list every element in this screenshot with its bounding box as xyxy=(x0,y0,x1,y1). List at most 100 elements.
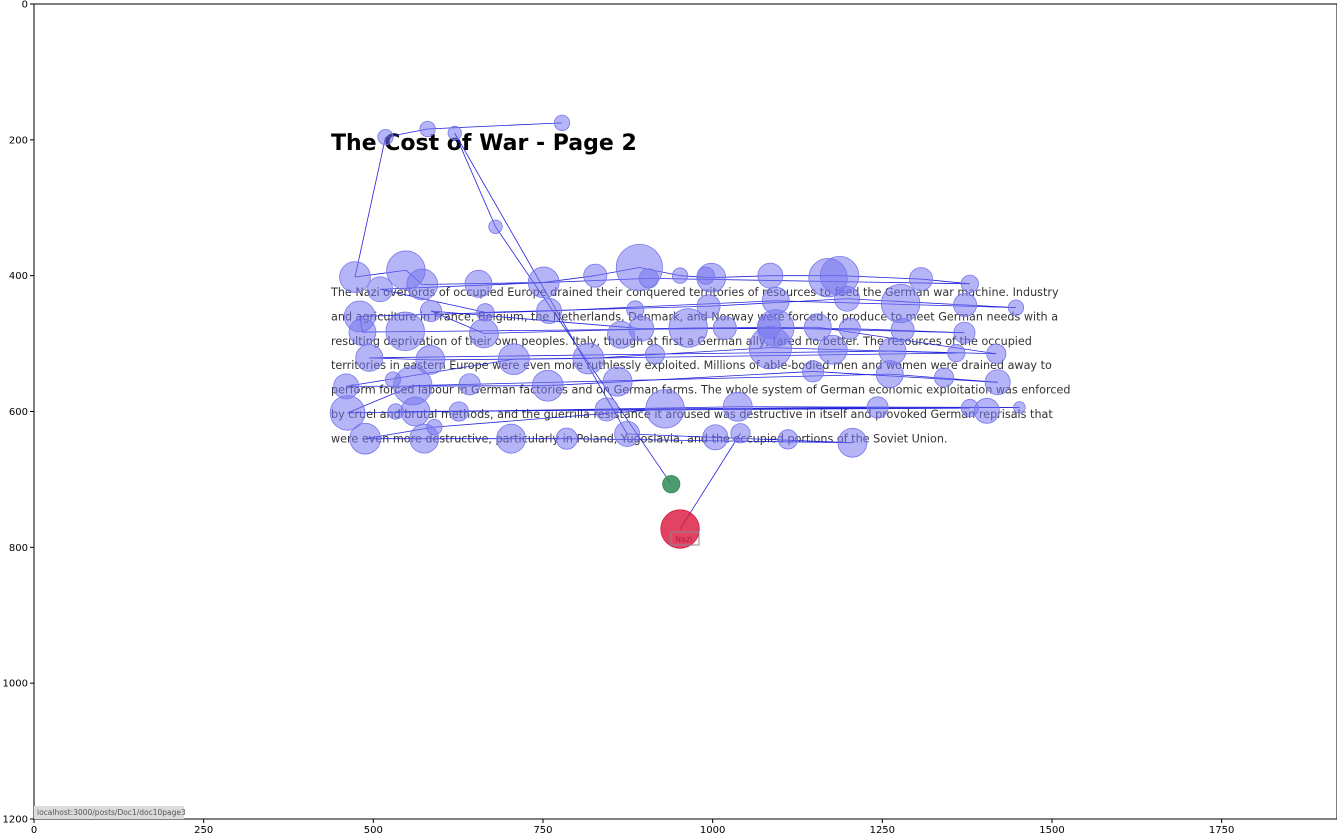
fixation-point xyxy=(628,315,655,342)
fixation-point xyxy=(614,420,641,447)
fixation-point xyxy=(671,267,689,284)
fixation-point xyxy=(339,261,371,293)
fixation-point xyxy=(817,334,848,365)
fixation-point xyxy=(803,313,832,342)
fixation-point xyxy=(464,269,493,298)
word-annotation-box xyxy=(670,531,700,546)
fixation-point xyxy=(415,345,446,375)
fixation-point xyxy=(834,285,860,312)
y-tick-label: 600 xyxy=(9,407,28,418)
saccade-line xyxy=(846,298,1017,308)
x-tick-label: 0 xyxy=(31,825,37,836)
saccade-line xyxy=(354,137,386,278)
fixation-point xyxy=(419,120,436,138)
saccade-line xyxy=(369,350,893,359)
fixation-point xyxy=(333,373,360,400)
x-tick-label: 1250 xyxy=(870,825,895,836)
fixation-point xyxy=(837,427,868,458)
fixation-point xyxy=(409,423,440,454)
x-tick-label: 250 xyxy=(194,825,213,836)
saccade-line xyxy=(454,132,496,227)
fixation-point xyxy=(960,274,979,293)
fixation-point xyxy=(536,298,563,324)
fixation-point xyxy=(553,114,571,131)
fixation-point xyxy=(572,342,605,375)
x-tick-label: 750 xyxy=(533,825,552,836)
fixation-point xyxy=(387,403,404,420)
page-title: The Cost of War - Page 2 xyxy=(331,131,637,156)
fixation-point xyxy=(531,369,564,402)
browser-status-bar: localhost:3000/posts/Doc1/doc10page3 xyxy=(34,806,186,819)
saccade-line xyxy=(688,326,818,329)
x-tick-label: 1000 xyxy=(700,825,725,836)
fixation-point xyxy=(377,129,394,146)
saccade-line xyxy=(665,407,970,410)
fixation-point xyxy=(385,311,425,352)
fixation-point xyxy=(984,369,1011,396)
fixation-point xyxy=(909,267,933,292)
fixation-point xyxy=(986,343,1007,364)
fixation-point xyxy=(880,283,921,324)
saccade-line xyxy=(346,385,548,387)
fixation-point xyxy=(458,373,481,396)
fixation-point xyxy=(866,396,889,419)
y-tick-label: 1200 xyxy=(3,815,28,826)
y-axis: 0 200 400 600 800 1000 1200 xyxy=(3,0,34,826)
fixation-point xyxy=(406,268,439,301)
fixation-point xyxy=(934,367,955,388)
fixation-point xyxy=(696,294,721,319)
saccade-line xyxy=(588,347,771,359)
fixation-point xyxy=(748,326,792,370)
fixation-point xyxy=(355,343,384,372)
paragraph-line: The Nazi overlords of occupied Europe dr… xyxy=(330,286,1059,299)
fixation-point xyxy=(469,318,499,349)
fixation-point xyxy=(349,422,381,455)
fixation-point xyxy=(626,300,645,319)
fixation-point xyxy=(757,262,784,289)
y-tick-label: 800 xyxy=(9,543,28,554)
x-axis: 0 250 500 750 1000 1250 1500 1750 xyxy=(31,819,1234,836)
paragraph-line: perform forced labour in German factorie… xyxy=(331,384,1071,397)
x-tick-label: 500 xyxy=(364,825,383,836)
fixation-point xyxy=(702,424,729,451)
y-tick-label: 200 xyxy=(9,135,28,146)
fixation-point xyxy=(696,262,727,293)
fixation-point xyxy=(875,360,904,389)
plot-frame xyxy=(33,3,1337,820)
start-fixation-point xyxy=(662,475,681,494)
fixation-point xyxy=(527,266,560,299)
fixation-points xyxy=(329,114,1026,549)
fixation-point xyxy=(448,401,469,422)
status-url: localhost:3000/posts/Doc1/doc10page3 xyxy=(37,808,186,817)
fixation-point xyxy=(555,427,578,450)
fixation-point xyxy=(488,219,503,234)
fixation-point xyxy=(953,321,976,344)
x-tick-label: 1500 xyxy=(1039,825,1064,836)
fixation-point xyxy=(777,429,799,450)
fixation-point xyxy=(602,366,633,397)
fixation-point xyxy=(838,317,861,340)
saccade-line xyxy=(359,310,550,317)
fixation-point xyxy=(1013,401,1026,414)
fixation-point xyxy=(594,397,619,422)
fixation-point xyxy=(447,125,462,141)
fixation-point xyxy=(367,276,394,303)
fixation-point xyxy=(638,268,659,289)
fixation-point xyxy=(712,315,737,340)
fixation-point xyxy=(890,318,915,342)
saccade-line xyxy=(813,371,998,383)
fixation-point xyxy=(348,318,377,346)
saccade-line xyxy=(430,310,642,330)
fixation-point xyxy=(496,423,526,454)
saccade-line xyxy=(485,305,709,313)
fixation-point xyxy=(329,395,366,431)
y-tick-label: 1000 xyxy=(3,679,28,690)
end-fixation-point xyxy=(660,509,700,549)
fixation-point xyxy=(722,391,753,422)
y-tick-label: 400 xyxy=(9,271,28,282)
fixation-point xyxy=(583,263,608,288)
fixation-point xyxy=(960,399,979,418)
x-tick-label: 1750 xyxy=(1209,825,1234,836)
word-annotation-label: Nazi xyxy=(675,535,692,544)
